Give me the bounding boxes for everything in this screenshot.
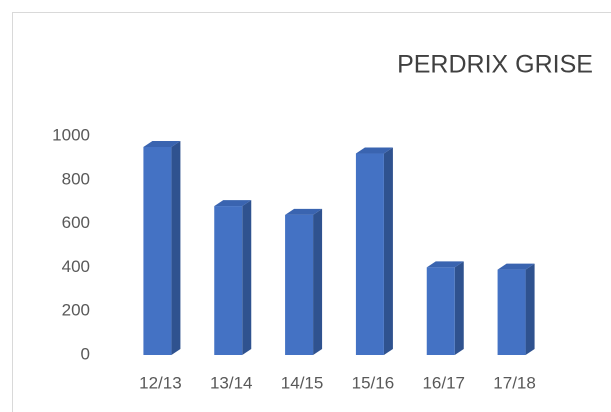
x-tick-label: 16/17 bbox=[422, 373, 465, 392]
bar-front bbox=[143, 146, 172, 355]
bar-side bbox=[171, 140, 181, 355]
bar-side bbox=[313, 208, 323, 355]
bar-top bbox=[355, 147, 393, 154]
bar-front bbox=[497, 269, 526, 355]
y-tick-label: 1000 bbox=[52, 125, 90, 144]
y-tick-label: 200 bbox=[62, 301, 90, 320]
chart-title: PERDRIX GRISE bbox=[397, 51, 593, 79]
bar bbox=[214, 200, 252, 355]
bar-front bbox=[214, 206, 243, 355]
x-tick-label: 13/14 bbox=[210, 373, 253, 392]
bar-side bbox=[383, 147, 393, 355]
bar-front bbox=[355, 153, 384, 355]
x-tick-label: 17/18 bbox=[493, 373, 536, 392]
bar bbox=[497, 263, 535, 355]
x-tick-label: 12/13 bbox=[139, 373, 182, 392]
bar-side bbox=[242, 200, 252, 355]
y-tick-label: 600 bbox=[62, 213, 90, 232]
bar-top bbox=[214, 200, 252, 207]
y-tick-label: 0 bbox=[81, 344, 90, 363]
bar bbox=[426, 261, 464, 355]
bar bbox=[355, 147, 393, 355]
bar-top bbox=[143, 140, 181, 147]
y-tick-label: 400 bbox=[62, 257, 90, 276]
bar-top bbox=[497, 263, 535, 270]
bar-side bbox=[454, 261, 464, 355]
bar-front bbox=[285, 214, 314, 355]
y-tick-label: 800 bbox=[62, 169, 90, 188]
bar bbox=[285, 208, 323, 355]
x-tick-label: 15/16 bbox=[352, 373, 395, 392]
bar-front bbox=[426, 267, 455, 355]
bar-top bbox=[426, 261, 464, 268]
bar-side bbox=[525, 263, 535, 355]
x-tick-label: 14/15 bbox=[281, 373, 324, 392]
bar-top bbox=[285, 208, 323, 215]
bar bbox=[143, 140, 181, 355]
